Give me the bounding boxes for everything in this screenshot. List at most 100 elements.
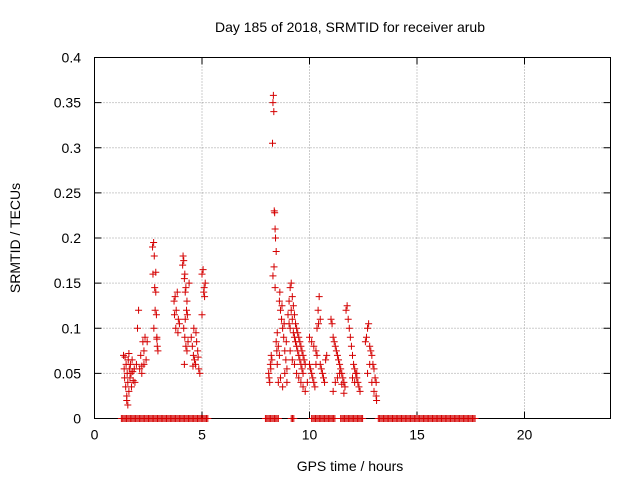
data-point bbox=[361, 338, 369, 346]
data-point bbox=[340, 389, 348, 397]
data-point bbox=[142, 356, 150, 364]
data-point bbox=[349, 351, 356, 359]
data-point bbox=[194, 353, 202, 361]
x-tick-labels: 0 5 10 15 20 bbox=[91, 427, 533, 443]
data-point bbox=[134, 324, 141, 332]
data-point bbox=[143, 338, 151, 346]
data-point bbox=[274, 378, 282, 386]
data-point bbox=[313, 324, 321, 332]
data-point bbox=[290, 360, 298, 368]
data-point bbox=[335, 356, 343, 364]
data-point bbox=[331, 378, 339, 386]
data-point bbox=[271, 209, 279, 217]
data-point bbox=[170, 297, 178, 305]
data-point bbox=[333, 374, 341, 382]
data-point bbox=[150, 239, 158, 247]
data-point bbox=[306, 333, 313, 341]
data-point bbox=[329, 387, 337, 395]
data-point bbox=[132, 360, 140, 368]
data-point bbox=[125, 350, 133, 358]
data-point bbox=[200, 288, 208, 296]
data-point bbox=[183, 311, 191, 319]
data-point bbox=[120, 351, 128, 359]
data-point bbox=[174, 315, 182, 323]
x-tick-label: 0 bbox=[91, 427, 99, 443]
data-point bbox=[272, 234, 280, 242]
data-point bbox=[321, 378, 329, 386]
data-point bbox=[289, 302, 297, 310]
data-point bbox=[154, 347, 162, 355]
data-point bbox=[152, 288, 160, 296]
data-point bbox=[346, 333, 354, 341]
zero-point bbox=[204, 415, 212, 422]
x-tick-label: 5 bbox=[198, 427, 206, 443]
y-axis-label: SRMTID / TECUs bbox=[7, 183, 23, 293]
data-point bbox=[315, 293, 323, 301]
data-point bbox=[151, 306, 159, 314]
data-point bbox=[293, 324, 301, 332]
data-point bbox=[308, 369, 316, 377]
axis-ticks bbox=[94, 57, 611, 419]
data-point bbox=[300, 356, 308, 364]
data-point bbox=[198, 311, 206, 319]
data-point bbox=[150, 252, 158, 260]
data-point bbox=[293, 369, 301, 377]
data-point bbox=[182, 284, 190, 292]
data-point bbox=[183, 297, 191, 305]
data-point bbox=[284, 311, 292, 319]
data-point bbox=[181, 333, 189, 341]
data-point bbox=[270, 263, 278, 271]
data-point bbox=[297, 378, 305, 386]
data-point bbox=[370, 365, 378, 373]
data-point bbox=[267, 351, 275, 359]
data-point bbox=[368, 378, 376, 386]
data-point bbox=[152, 268, 160, 276]
data-point bbox=[179, 261, 187, 269]
data-point bbox=[295, 374, 303, 382]
data-point bbox=[336, 360, 344, 368]
data-point bbox=[288, 293, 296, 301]
data-point bbox=[347, 342, 355, 350]
data-point bbox=[280, 333, 288, 341]
data-point bbox=[276, 374, 284, 382]
data-point bbox=[127, 369, 135, 377]
data-point bbox=[140, 360, 148, 368]
data-point bbox=[265, 374, 273, 382]
data-point bbox=[286, 347, 294, 355]
data-point bbox=[188, 342, 196, 350]
y-tick-label: 0 bbox=[73, 411, 81, 427]
data-point bbox=[282, 356, 290, 364]
data-point bbox=[286, 284, 294, 292]
data-point bbox=[273, 347, 281, 355]
data-point bbox=[278, 302, 286, 310]
chart-title: Day 185 of 2018, SRMTID for receiver aru… bbox=[215, 19, 485, 35]
data-point bbox=[296, 338, 304, 346]
data-point bbox=[274, 342, 282, 350]
data-point bbox=[152, 311, 160, 319]
data-point bbox=[338, 380, 346, 388]
data-point bbox=[287, 279, 295, 287]
data-point bbox=[350, 360, 358, 368]
data-point bbox=[183, 306, 191, 314]
data-point bbox=[124, 401, 132, 409]
data-point bbox=[269, 91, 277, 99]
data-point bbox=[282, 338, 290, 346]
data-point bbox=[179, 252, 187, 260]
data-point bbox=[269, 272, 277, 280]
data-point bbox=[323, 351, 331, 359]
data-point bbox=[180, 324, 188, 332]
data-point bbox=[127, 383, 135, 391]
data-point bbox=[189, 351, 197, 359]
data-point bbox=[131, 378, 139, 386]
data-point bbox=[298, 347, 306, 355]
y-tick-labels: 0 0.05 0.1 0.15 0.2 0.25 0.3 0.35 0.4 bbox=[54, 50, 81, 427]
data-point bbox=[327, 315, 335, 323]
data-point bbox=[315, 320, 323, 328]
data-point bbox=[373, 396, 381, 404]
data-point bbox=[303, 378, 311, 386]
data-point bbox=[370, 387, 378, 395]
data-point bbox=[199, 266, 207, 274]
data-point bbox=[273, 360, 281, 368]
data-point bbox=[272, 338, 280, 346]
x-tick-label: 15 bbox=[409, 427, 425, 443]
